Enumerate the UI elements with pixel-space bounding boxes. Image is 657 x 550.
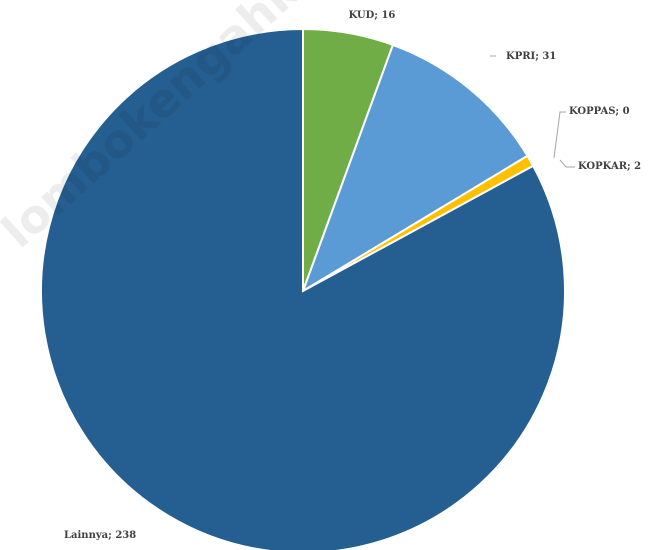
pie-slices: [40, 27, 566, 550]
leader-line-koppas: [553, 111, 566, 159]
data-label-kpri: KPRI; 31: [506, 51, 556, 62]
data-label-koppas: KOPPAS; 0: [569, 106, 630, 117]
data-labels: KUD; 16 KPRI; 31 KOPPAS; 0 KOPKAR; 2 Lainnya…: [64, 10, 641, 541]
leader-lines: [490, 55, 575, 168]
data-label-kopkar: KOPKAR; 2: [578, 161, 641, 172]
pie-slice-kpri: [301, 43, 529, 294]
data-label-lainnya: Lainnya; 238: [64, 530, 136, 541]
data-label-kud: KUD; 16: [349, 10, 396, 21]
leader-line-kopkar: [559, 159, 575, 168]
pie-slice-lainnya: [40, 27, 566, 550]
